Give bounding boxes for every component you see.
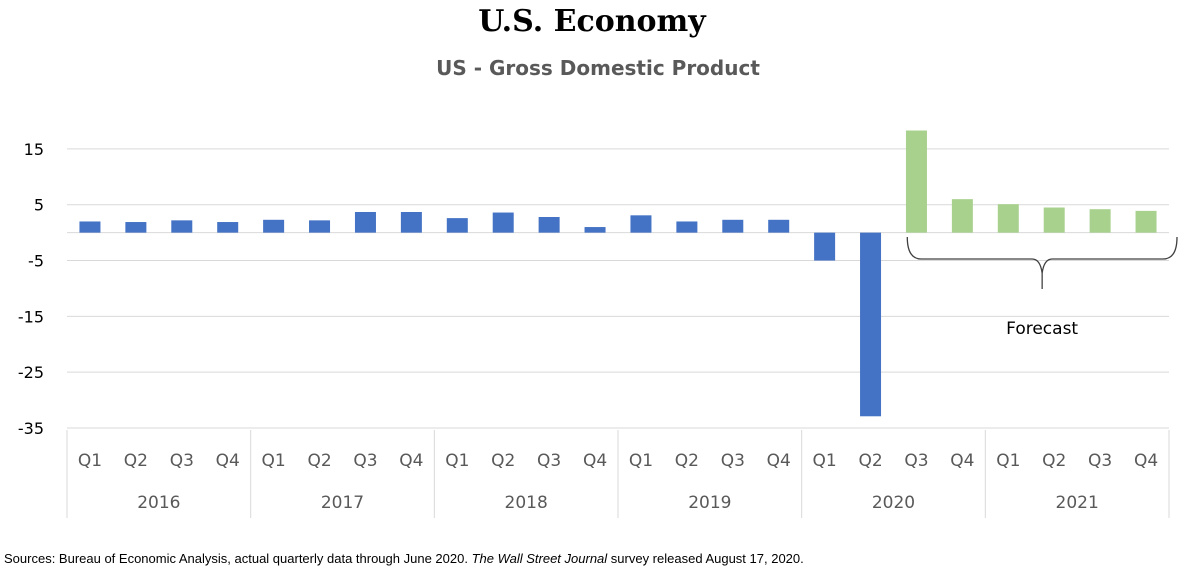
forecast-annotation: Forecast — [906, 236, 1178, 339]
x-tick-label: Q2 — [124, 451, 148, 471]
year-label: 2020 — [872, 493, 915, 513]
bar — [171, 220, 193, 233]
x-tick-label: Q1 — [996, 451, 1020, 471]
bar — [997, 204, 1019, 233]
forecast-brace — [906, 236, 1178, 274]
bar — [768, 219, 790, 233]
chart-subtitle: US - Gross Domestic Product — [436, 56, 760, 80]
bar — [676, 221, 698, 233]
forecast-label: Forecast — [1006, 319, 1078, 339]
y-tick-label: -25 — [18, 363, 44, 382]
x-tick-label: Q4 — [399, 451, 423, 471]
year-label: 2017 — [321, 493, 364, 513]
page-title: U.S. Economy — [478, 4, 706, 39]
y-tick-label: 15 — [24, 140, 44, 159]
x-tick-label: Q3 — [1088, 451, 1112, 471]
footnote-italic: The Wall Street Journal — [471, 551, 608, 566]
bar — [1135, 210, 1157, 233]
x-tick-label: Q3 — [170, 451, 194, 471]
bar — [630, 215, 652, 233]
bar — [263, 219, 285, 233]
y-tick-label: 5 — [34, 196, 44, 215]
y-tick-label: -35 — [18, 419, 44, 438]
bar — [492, 212, 514, 233]
x-tick-label: Q1 — [445, 451, 469, 471]
bar — [354, 211, 376, 233]
gdp-bar-chart: 155-5-15-25-35 Q1 Q2 Q3 Q4 Q1 Q2 Q3 Q4 Q1 Q2 Q3 Q4 Q… — [18, 130, 1178, 518]
x-tick-label: Q3 — [353, 451, 377, 471]
bar — [79, 221, 101, 233]
year-label: 2018 — [505, 493, 548, 513]
bar — [217, 222, 239, 233]
bar — [1089, 209, 1111, 233]
year-label: 2019 — [688, 493, 731, 513]
bar — [584, 227, 606, 233]
bar — [951, 199, 973, 233]
x-tick-label: Q1 — [813, 451, 837, 471]
bar — [722, 219, 744, 233]
bar — [309, 220, 331, 233]
bar — [400, 211, 422, 233]
y-tick-label: -15 — [18, 307, 44, 326]
x-tick-label: Q2 — [858, 451, 882, 471]
x-tick-label: Q2 — [491, 451, 515, 471]
x-tick-label: Q4 — [950, 451, 974, 471]
x-axis: Q1 Q2 Q3 Q4 Q1 Q2 Q3 Q4 Q1 Q2 Q3 Q4 Q1 Q2 Q3 Q4 Q1 Q2 Q3 Q4… — [66, 430, 1170, 518]
bar — [125, 222, 147, 233]
x-tick-label: Q3 — [904, 451, 928, 471]
x-tick-label: Q1 — [262, 451, 286, 471]
x-tick-label: Q4 — [767, 451, 791, 471]
bar — [905, 130, 927, 233]
source-footnote: Sources: Bureau of Economic Analysis, ac… — [4, 551, 804, 566]
x-tick-label: Q4 — [1134, 451, 1158, 471]
bar — [1043, 207, 1065, 233]
footnote-part2: survey released August 17, 2020. — [607, 551, 804, 566]
bars — [79, 130, 1157, 417]
x-tick-label: Q4 — [216, 451, 240, 471]
y-tick-labels: 15 5 -5 -15 -25 -35 — [18, 140, 44, 438]
x-tick-label: Q1 — [78, 451, 102, 471]
x-tick-label: Q3 — [721, 451, 745, 471]
x-tick-label: Q2 — [675, 451, 699, 471]
x-tick-label: Q3 — [537, 451, 561, 471]
x-tick-label: Q4 — [583, 451, 607, 471]
bar — [860, 232, 882, 417]
year-label: 2021 — [1056, 493, 1099, 513]
footnote-part1: Sources: Bureau of Economic Analysis, ac… — [4, 551, 472, 566]
bar — [538, 217, 560, 233]
y-tick-label: -5 — [28, 252, 44, 271]
year-label: 2016 — [137, 493, 180, 513]
x-tick-label: Q2 — [1042, 451, 1066, 471]
bar — [446, 218, 468, 233]
x-tick-label: Q1 — [629, 451, 653, 471]
x-tick-label: Q2 — [307, 451, 331, 471]
gridlines — [67, 148, 1169, 429]
bar — [814, 232, 836, 261]
